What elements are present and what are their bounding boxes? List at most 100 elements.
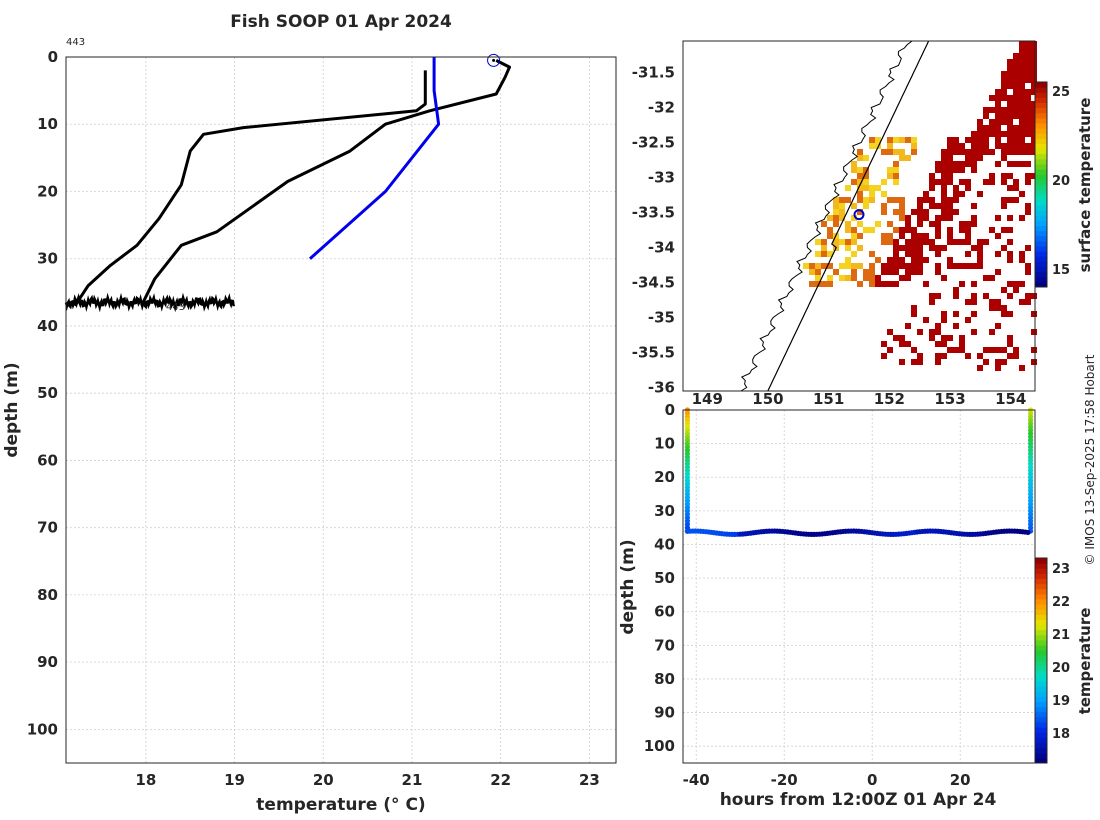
sst-cell bbox=[953, 347, 959, 353]
sst-cell bbox=[935, 161, 941, 167]
sst-cell bbox=[1019, 281, 1025, 287]
sst-cell bbox=[941, 209, 947, 215]
sst-cell bbox=[929, 185, 935, 191]
profile-lines bbox=[64, 53, 511, 313]
section-colorbar-segment bbox=[1035, 752, 1047, 759]
section-y-tick-label: 20 bbox=[654, 468, 675, 486]
sst-cell bbox=[1019, 161, 1025, 167]
sst-cell bbox=[1013, 125, 1019, 131]
sst-cell bbox=[947, 155, 953, 161]
section-colorbar-segment bbox=[1035, 686, 1047, 692]
sst-cell bbox=[893, 281, 899, 287]
sst-cell bbox=[821, 221, 827, 227]
sst-cell bbox=[965, 353, 971, 359]
sst-cell bbox=[809, 281, 815, 287]
sst-cell bbox=[899, 203, 905, 209]
sst-cell bbox=[821, 245, 827, 251]
sst-cell bbox=[1007, 281, 1013, 287]
sst-cell bbox=[935, 227, 941, 233]
sst-cell bbox=[1019, 137, 1025, 143]
map-lon-tick-label: 151 bbox=[813, 390, 844, 408]
sst-cell bbox=[1025, 179, 1031, 185]
sst-cell bbox=[1007, 215, 1013, 221]
section-y-axis-label: depth (m) bbox=[618, 539, 638, 634]
sst-cell bbox=[1025, 101, 1031, 107]
sst-cell bbox=[833, 203, 839, 209]
sst-cell bbox=[1031, 83, 1037, 89]
profile-x-tick-label: 18 bbox=[135, 771, 156, 789]
sst-cell bbox=[863, 185, 869, 191]
sst-cell bbox=[959, 239, 965, 245]
sst-cell bbox=[965, 185, 971, 191]
sst-cell bbox=[899, 155, 905, 161]
sst-cell bbox=[995, 323, 1001, 329]
sst-cell bbox=[1001, 179, 1007, 185]
sst-cell bbox=[917, 203, 923, 209]
sst-cell bbox=[899, 149, 905, 155]
sst-cell bbox=[893, 137, 899, 143]
sst-cell bbox=[1001, 347, 1007, 353]
sst-cell bbox=[929, 221, 935, 227]
sst-cell bbox=[971, 263, 977, 269]
sst-cell bbox=[1025, 245, 1031, 251]
sst-cell bbox=[839, 275, 845, 281]
map-colorbar-segment bbox=[1035, 158, 1047, 165]
sst-cell bbox=[881, 191, 887, 197]
sst-cell bbox=[1013, 95, 1019, 101]
sst-cell bbox=[935, 293, 941, 299]
sst-cell bbox=[983, 143, 989, 149]
sst-cell bbox=[839, 215, 845, 221]
map-colorbar-segment bbox=[1035, 164, 1047, 170]
sst-cell bbox=[929, 203, 935, 209]
sst-cell bbox=[977, 263, 983, 269]
sst-cell bbox=[941, 311, 947, 317]
shelf-contour bbox=[767, 40, 930, 392]
sst-cell bbox=[887, 233, 893, 239]
sst-cell bbox=[1007, 143, 1013, 149]
sst-cell bbox=[1025, 143, 1031, 149]
sst-cell bbox=[851, 215, 857, 221]
sst-cell bbox=[995, 125, 1001, 131]
sst-cell bbox=[1031, 113, 1037, 119]
sst-cell bbox=[827, 263, 833, 269]
section-x-tick-label: 0 bbox=[867, 771, 877, 789]
sst-cell bbox=[923, 209, 929, 215]
sst-cell bbox=[989, 131, 995, 137]
sst-cell bbox=[1031, 347, 1037, 353]
map-lon-tick-label: 153 bbox=[934, 390, 965, 408]
sst-cell bbox=[821, 263, 827, 269]
sst-cell bbox=[893, 161, 899, 167]
sst-cell bbox=[869, 281, 875, 287]
sst-cell bbox=[1019, 143, 1025, 149]
sst-cell bbox=[959, 335, 965, 341]
map-lat-tick-label: -32 bbox=[648, 99, 675, 117]
sst-cell bbox=[929, 239, 935, 245]
map-colorbar-tick-label: 20 bbox=[1052, 174, 1070, 189]
sst-cell bbox=[995, 161, 1001, 167]
sst-cell bbox=[923, 281, 929, 287]
section-colorbar-segment bbox=[1035, 706, 1047, 713]
map-colorbar-segment bbox=[1035, 102, 1047, 109]
profile-id-bottom: 443 bbox=[166, 302, 185, 313]
map-colorbar-segment bbox=[1035, 230, 1047, 237]
map-colorbar-segment bbox=[1035, 82, 1047, 88]
sst-cell bbox=[851, 179, 857, 185]
map-colorbar-segment bbox=[1035, 87, 1047, 93]
sst-cell bbox=[1001, 89, 1007, 95]
section-colorbar-segment bbox=[1035, 737, 1047, 743]
sst-cell bbox=[959, 161, 965, 167]
sst-cell bbox=[965, 221, 971, 227]
sst-cell bbox=[863, 203, 869, 209]
sst-cell bbox=[995, 113, 1001, 119]
sst-cell bbox=[983, 113, 989, 119]
sst-cell bbox=[947, 149, 953, 155]
sst-cell bbox=[977, 131, 983, 137]
sst-cell bbox=[947, 239, 953, 245]
sst-cell bbox=[1001, 197, 1007, 203]
sst-cell bbox=[893, 257, 899, 263]
sst-cell bbox=[983, 275, 989, 281]
sst-cell bbox=[1031, 137, 1037, 143]
sst-cell bbox=[1025, 203, 1031, 209]
sst-cell bbox=[983, 359, 989, 365]
sst-cell bbox=[1019, 251, 1025, 257]
